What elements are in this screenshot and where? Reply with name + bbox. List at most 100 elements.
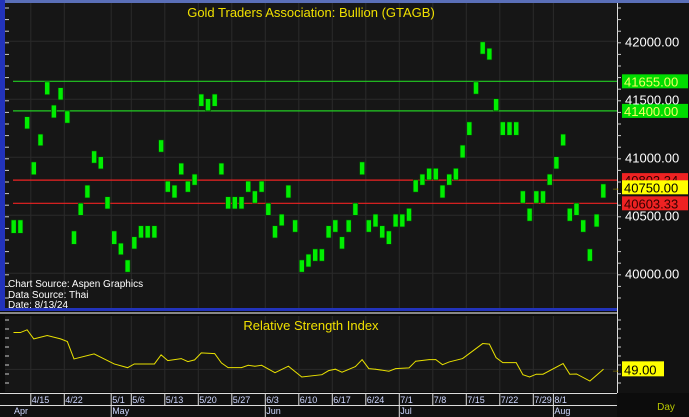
- price-bar[interactable]: [399, 213, 406, 228]
- price-bar[interactable]: [312, 248, 319, 262]
- price-bar[interactable]: [24, 116, 30, 130]
- price-bar[interactable]: [84, 184, 91, 199]
- price-bar[interactable]: [158, 139, 164, 153]
- price-bar[interactable]: [459, 144, 466, 159]
- price-bar[interactable]: [218, 162, 225, 176]
- price-bar[interactable]: [144, 225, 151, 239]
- price-bar[interactable]: [372, 213, 379, 228]
- price-bar[interactable]: [44, 81, 51, 95]
- price-bar[interactable]: [98, 156, 104, 170]
- price-bar[interactable]: [272, 225, 278, 239]
- price-bar[interactable]: [600, 183, 607, 199]
- price-bar[interactable]: [77, 202, 84, 216]
- price-bar[interactable]: [292, 219, 298, 233]
- price-bar[interactable]: [332, 219, 339, 233]
- price-bar[interactable]: [285, 184, 292, 199]
- price-bar[interactable]: [64, 110, 71, 124]
- price-bar[interactable]: [593, 213, 600, 228]
- price-bar[interactable]: [540, 190, 546, 204]
- price-bar[interactable]: [493, 98, 499, 112]
- rsi-panel[interactable]: [5, 316, 617, 392]
- price-bar[interactable]: [412, 179, 419, 193]
- rsi-line[interactable]: [13, 329, 604, 382]
- price-bar[interactable]: [359, 161, 365, 176]
- rsi-point: [301, 376, 303, 378]
- price-bar[interactable]: [252, 190, 258, 204]
- price-bar[interactable]: [10, 219, 17, 234]
- price-bar[interactable]: [211, 93, 218, 107]
- price-bar[interactable]: [426, 168, 432, 181]
- price-bar[interactable]: [345, 219, 352, 233]
- price-bar[interactable]: [499, 121, 506, 136]
- panel-divider[interactable]: [0, 312, 689, 314]
- price-bar[interactable]: [553, 156, 560, 170]
- price-bar[interactable]: [185, 180, 191, 193]
- price-bar[interactable]: [486, 47, 493, 61]
- price-bar[interactable]: [406, 208, 412, 222]
- price-bar[interactable]: [51, 104, 57, 119]
- price-bar[interactable]: [151, 225, 158, 239]
- price-bar[interactable]: [37, 133, 44, 147]
- price-bar[interactable]: [305, 253, 312, 268]
- price-bar[interactable]: [245, 180, 251, 193]
- rsi-point: [502, 362, 504, 364]
- price-bar[interactable]: [71, 230, 77, 245]
- price-bar[interactable]: [546, 173, 553, 186]
- price-bar[interactable]: [265, 202, 272, 216]
- price-bar[interactable]: [298, 259, 305, 273]
- price-bar[interactable]: [386, 230, 392, 245]
- price-bar[interactable]: [379, 225, 386, 239]
- price-bar[interactable]: [57, 87, 64, 101]
- price-bar[interactable]: [225, 196, 231, 210]
- price-bar[interactable]: [258, 180, 265, 193]
- price-bar[interactable]: [566, 208, 573, 222]
- price-bar[interactable]: [466, 121, 473, 136]
- price-bar[interactable]: [232, 196, 238, 210]
- resistance-tag-label: 40603.33: [624, 196, 678, 211]
- date-label: 5/1: [112, 395, 125, 405]
- price-bar[interactable]: [439, 184, 446, 199]
- price-bar[interactable]: [118, 242, 124, 256]
- price-bar[interactable]: [473, 81, 479, 95]
- price-bar[interactable]: [191, 173, 198, 186]
- price-bar[interactable]: [91, 150, 97, 164]
- price-bar[interactable]: [573, 202, 580, 216]
- price-bar[interactable]: [479, 41, 486, 55]
- price-bar[interactable]: [171, 184, 178, 199]
- price-bar[interactable]: [165, 180, 171, 193]
- price-bar[interactable]: [392, 213, 399, 228]
- price-bar[interactable]: [131, 236, 138, 250]
- price-bar[interactable]: [587, 248, 593, 262]
- price-bar[interactable]: [319, 248, 325, 262]
- date-label: 7/29: [534, 395, 552, 405]
- price-bar[interactable]: [520, 190, 526, 204]
- price-bar[interactable]: [278, 213, 285, 227]
- price-bar[interactable]: [365, 219, 372, 233]
- price-bar[interactable]: [446, 173, 453, 186]
- price-bar[interactable]: [138, 225, 144, 239]
- price-bar[interactable]: [238, 196, 245, 210]
- price-bar[interactable]: [30, 161, 37, 176]
- price-bar[interactable]: [325, 225, 332, 239]
- price-bar[interactable]: [513, 121, 520, 136]
- price-bar[interactable]: [533, 190, 540, 204]
- price-bar[interactable]: [104, 196, 111, 210]
- price-bar[interactable]: [352, 202, 359, 216]
- price-bar[interactable]: [432, 168, 439, 181]
- price-bar[interactable]: [453, 168, 459, 181]
- price-bar[interactable]: [560, 133, 566, 147]
- price-bar[interactable]: [111, 230, 117, 245]
- price-bar[interactable]: [419, 173, 426, 186]
- price-bar[interactable]: [580, 219, 587, 233]
- price-bar[interactable]: [178, 162, 184, 176]
- date-label: 5/13: [166, 395, 184, 405]
- period-label[interactable]: Day: [657, 402, 675, 413]
- price-bar[interactable]: [17, 219, 24, 234]
- date-label: 6/10: [300, 395, 318, 405]
- price-bar[interactable]: [198, 93, 205, 107]
- price-bar[interactable]: [526, 208, 533, 222]
- price-bar[interactable]: [205, 98, 211, 112]
- price-bar[interactable]: [339, 236, 345, 250]
- price-bar[interactable]: [124, 259, 131, 273]
- price-bar[interactable]: [506, 121, 513, 136]
